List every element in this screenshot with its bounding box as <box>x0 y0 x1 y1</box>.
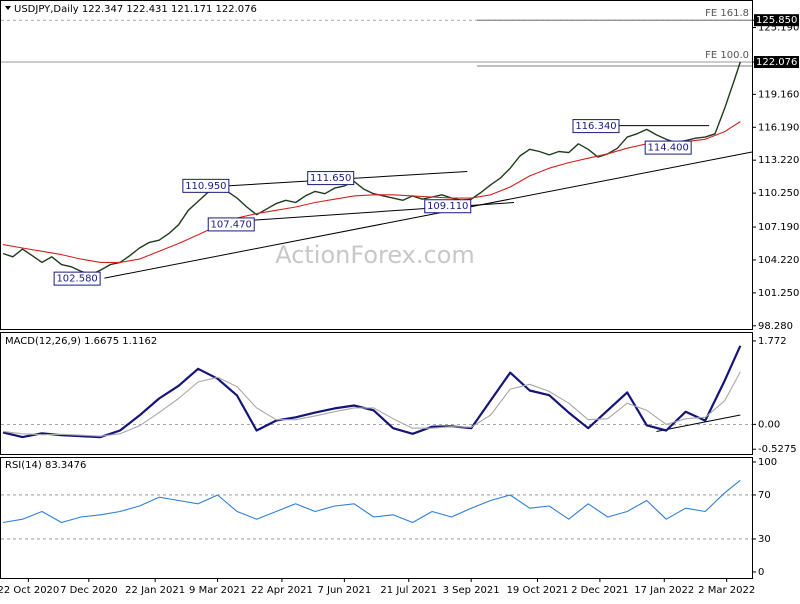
series-line <box>2 479 741 524</box>
y-tick-label: 101.250 <box>758 288 799 299</box>
annotation-box <box>307 171 355 186</box>
level-label: FE 161.8 <box>705 8 749 19</box>
macd-panel <box>0 332 753 455</box>
annotation-label: 110.950 <box>185 181 226 192</box>
y-tick-label: 30 <box>758 534 771 545</box>
series-line <box>2 345 742 439</box>
y-tick-label: 1.772 <box>758 336 787 347</box>
y-tick-label: 119.160 <box>758 89 799 100</box>
x-tick-label: 19 Oct 2021 <box>507 585 569 596</box>
annotation-box <box>53 271 101 286</box>
y-tick-label: 113.220 <box>758 155 799 166</box>
x-tick-label: 2 Dec 2021 <box>571 585 629 596</box>
x-tick-label: 2 Mar 2022 <box>698 585 755 596</box>
y-tick-label: 122.076 <box>756 57 797 68</box>
x-tick-label: 22 Oct 2020 <box>0 585 59 596</box>
annotation-box <box>424 199 472 214</box>
y-tick-label: 104.220 <box>758 255 799 266</box>
x-tick-label: 9 Mar 2021 <box>189 585 246 596</box>
x-tick-label: 22 Jan 2021 <box>125 585 185 596</box>
symbol-icon <box>5 6 11 10</box>
annotation-label: 109.110 <box>427 201 468 212</box>
y-tick-label: 0 <box>758 567 764 578</box>
annotation-label: 116.340 <box>575 121 616 132</box>
annotation-box <box>182 178 230 193</box>
y-tick-label: 107.190 <box>758 222 799 233</box>
series-line <box>2 61 741 276</box>
annotation-label: 102.580 <box>56 274 97 285</box>
x-tick-label: 22 Apr 2021 <box>251 585 313 596</box>
price-panel <box>0 0 753 330</box>
y-tick-box <box>754 56 799 69</box>
y-tick-label: -0.5275 <box>758 444 797 455</box>
x-tick-label: 7 Jun 2021 <box>317 585 371 596</box>
trendline <box>104 151 753 279</box>
y-tick-label: 110.250 <box>758 188 799 199</box>
level-label: FE 100.0 <box>705 50 749 61</box>
annotation-label: 114.400 <box>647 143 688 154</box>
macd-title: MACD(12,26,9) 1.6675 1.1162 <box>5 336 157 347</box>
series-line <box>2 121 741 263</box>
annotation-label: 107.470 <box>211 219 252 230</box>
y-tick-label: 70 <box>758 490 771 501</box>
price-title: USDJPY,Daily 122.347 122.431 121.171 122… <box>14 4 257 15</box>
annotation-box <box>572 119 620 134</box>
x-tick-label: 17 Jan 2022 <box>634 585 694 596</box>
trendline <box>656 414 741 432</box>
y-tick-label: 98.280 <box>758 321 793 332</box>
y-tick-box <box>754 14 799 27</box>
y-tick-label: 125.850 <box>756 15 797 26</box>
annotation-box <box>207 217 255 232</box>
x-tick-label: 21 Jul 2021 <box>380 585 437 596</box>
y-tick-label: 100 <box>758 457 777 468</box>
series-line <box>2 371 741 437</box>
annotation-label: 111.650 <box>310 173 351 184</box>
x-tick-label: 7 Dec 2020 <box>60 585 118 596</box>
x-tick-label: 3 Sep 2021 <box>443 585 500 596</box>
watermark: ActionForex.com <box>275 241 475 269</box>
y-tick-label: 125.190 <box>758 22 799 33</box>
y-tick-label: 116.190 <box>758 122 799 133</box>
rsi-title: RSI(14) 83.3476 <box>5 460 86 471</box>
annotation-box <box>644 140 692 155</box>
y-tick-label: 0.00 <box>758 419 780 430</box>
rsi-panel <box>0 457 753 579</box>
